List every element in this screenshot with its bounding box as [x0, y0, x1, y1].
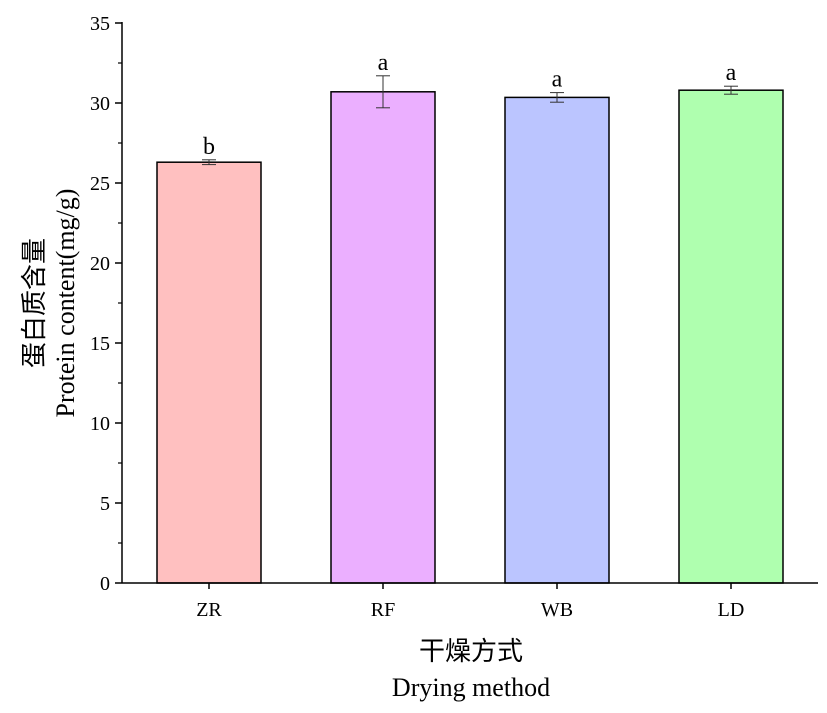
error-bar-WB — [550, 92, 564, 103]
significance-label-RF: a — [378, 50, 389, 76]
bar-LD — [678, 89, 784, 584]
error-bar-ZR — [202, 159, 216, 166]
x-axis-title-cn: 干燥方式 — [419, 637, 523, 666]
y-axis-title-cn: 蛋白质含量 — [20, 238, 49, 368]
y-axis-title: Protein content(mg/g) — [51, 189, 80, 418]
y-tick-label: 25 — [90, 173, 110, 195]
y-tick-label: 5 — [100, 493, 110, 515]
significance-label-LD: a — [726, 60, 737, 86]
y-tick-label: 0 — [100, 573, 110, 595]
bar-ZR — [156, 161, 262, 584]
x-axis-title: Drying method — [392, 673, 550, 702]
y-tick-label: 35 — [90, 13, 110, 35]
y-tick-label: 30 — [90, 93, 110, 115]
x-tick-label-LD: LD — [718, 599, 745, 621]
significance-label-WB: a — [552, 67, 563, 93]
y-tick-label: 15 — [90, 333, 110, 355]
y-tick-label: 10 — [90, 413, 110, 435]
significance-label-ZR: b — [203, 134, 215, 160]
x-tick-label-WB: WB — [541, 599, 573, 621]
x-tick-label-ZR: ZR — [196, 599, 222, 621]
y-tick-label: 20 — [90, 253, 110, 275]
error-bar-RF — [376, 75, 390, 109]
error-bar-LD — [724, 85, 738, 95]
bar-RF — [330, 91, 436, 584]
bar-WB — [504, 96, 610, 584]
x-tick-label-RF: RF — [371, 599, 395, 621]
